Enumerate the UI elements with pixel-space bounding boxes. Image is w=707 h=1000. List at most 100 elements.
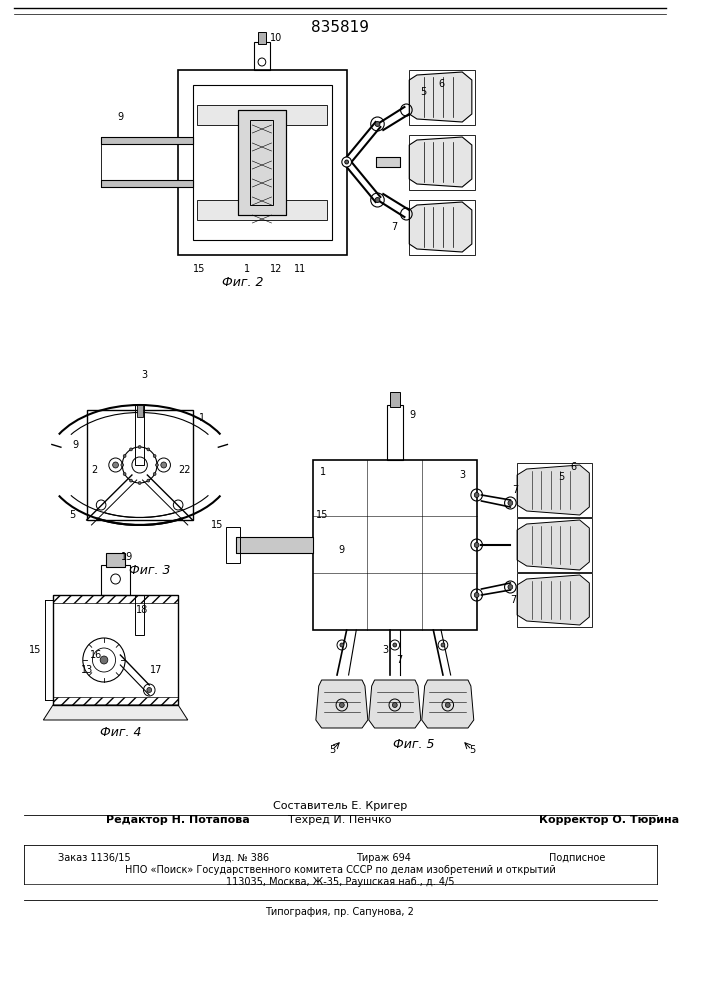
Text: 1: 1 xyxy=(199,413,205,423)
Circle shape xyxy=(508,500,513,506)
Text: 7: 7 xyxy=(397,655,403,665)
Bar xyxy=(101,137,192,144)
Text: Фиг. 5: Фиг. 5 xyxy=(393,738,435,752)
Text: Составитель Е. Кригер: Составитель Е. Кригер xyxy=(273,801,407,811)
Bar xyxy=(226,527,240,563)
Text: 7: 7 xyxy=(392,222,398,232)
Text: Фиг. 4: Фиг. 4 xyxy=(100,726,141,740)
Text: 835819: 835819 xyxy=(311,20,369,35)
Text: 7: 7 xyxy=(510,595,516,605)
Bar xyxy=(136,405,143,417)
Bar xyxy=(255,42,269,70)
Circle shape xyxy=(441,643,445,647)
Bar xyxy=(135,595,144,635)
Text: Техред И. Пенчко: Техред И. Пенчко xyxy=(288,815,392,825)
Text: Заказ 1136/15: Заказ 1136/15 xyxy=(58,853,130,863)
Circle shape xyxy=(147,479,150,482)
Circle shape xyxy=(474,492,479,497)
Text: 17: 17 xyxy=(150,665,162,675)
Text: 9: 9 xyxy=(72,440,78,450)
Circle shape xyxy=(123,454,126,458)
Text: 5: 5 xyxy=(69,510,76,520)
Circle shape xyxy=(147,448,150,451)
Text: 3: 3 xyxy=(459,470,465,480)
Text: 1: 1 xyxy=(320,467,326,477)
Text: 3: 3 xyxy=(141,370,148,380)
Text: 15: 15 xyxy=(30,645,42,655)
Circle shape xyxy=(393,643,397,647)
Circle shape xyxy=(474,542,479,548)
Bar xyxy=(409,135,474,190)
Text: 6: 6 xyxy=(438,79,444,89)
Bar xyxy=(236,537,313,553)
Circle shape xyxy=(156,464,158,466)
Bar xyxy=(517,573,592,627)
Text: 9: 9 xyxy=(339,545,345,555)
Bar xyxy=(53,595,178,603)
Text: 12: 12 xyxy=(270,264,283,274)
Bar xyxy=(387,405,402,460)
Text: 11: 11 xyxy=(294,264,307,274)
Circle shape xyxy=(153,473,156,476)
Bar xyxy=(313,460,477,630)
Text: 5: 5 xyxy=(469,745,475,755)
Circle shape xyxy=(392,702,397,708)
Circle shape xyxy=(147,688,152,692)
Bar xyxy=(409,200,474,255)
Bar xyxy=(258,32,266,44)
Bar xyxy=(53,595,178,705)
Circle shape xyxy=(129,479,132,482)
Bar xyxy=(135,405,144,465)
Circle shape xyxy=(123,473,126,476)
Bar xyxy=(101,180,192,187)
Text: Корректор О. Тюрина: Корректор О. Тюрина xyxy=(539,815,679,825)
Text: Типография, пр. Сапунова, 2: Типография, пр. Сапунова, 2 xyxy=(266,907,414,917)
Text: 113035, Москва, Ж-35, Раушская наб., д. 4/5: 113035, Москва, Ж-35, Раушская наб., д. … xyxy=(226,877,454,887)
Circle shape xyxy=(138,482,141,485)
Polygon shape xyxy=(517,465,590,515)
Circle shape xyxy=(121,464,124,466)
Text: 13: 13 xyxy=(81,665,93,675)
Text: 7: 7 xyxy=(512,485,518,495)
Polygon shape xyxy=(409,137,472,187)
Polygon shape xyxy=(409,72,472,122)
Circle shape xyxy=(375,121,380,126)
Bar xyxy=(250,120,274,205)
Text: 15: 15 xyxy=(193,264,206,274)
Bar xyxy=(238,110,286,215)
Circle shape xyxy=(112,462,119,468)
Bar xyxy=(375,157,399,167)
Polygon shape xyxy=(43,705,188,720)
Polygon shape xyxy=(409,202,472,252)
Text: 5: 5 xyxy=(559,472,564,482)
Bar xyxy=(197,105,327,125)
Bar xyxy=(106,553,125,567)
Text: 22: 22 xyxy=(179,465,191,475)
Text: 16: 16 xyxy=(90,650,103,660)
Bar xyxy=(238,110,286,215)
Bar xyxy=(390,392,399,407)
Bar xyxy=(517,518,592,572)
Text: 9: 9 xyxy=(409,410,415,420)
Circle shape xyxy=(474,592,479,597)
Bar xyxy=(236,537,313,553)
Bar xyxy=(101,137,192,144)
Polygon shape xyxy=(422,680,474,728)
Bar xyxy=(53,697,178,705)
Bar xyxy=(101,180,192,187)
Text: Редактор Н. Потапова: Редактор Н. Потапова xyxy=(106,815,250,825)
Bar xyxy=(197,200,327,220)
Circle shape xyxy=(342,157,351,167)
Circle shape xyxy=(375,198,380,202)
Polygon shape xyxy=(316,680,368,728)
Text: 3: 3 xyxy=(382,645,388,655)
Circle shape xyxy=(153,454,156,458)
Text: Тираж 694: Тираж 694 xyxy=(356,853,411,863)
Circle shape xyxy=(129,448,132,451)
Bar xyxy=(409,70,474,125)
Text: 15: 15 xyxy=(317,510,329,520)
Text: 19: 19 xyxy=(121,552,133,562)
Text: 1: 1 xyxy=(245,264,250,274)
Bar xyxy=(101,565,130,595)
Polygon shape xyxy=(517,575,590,625)
